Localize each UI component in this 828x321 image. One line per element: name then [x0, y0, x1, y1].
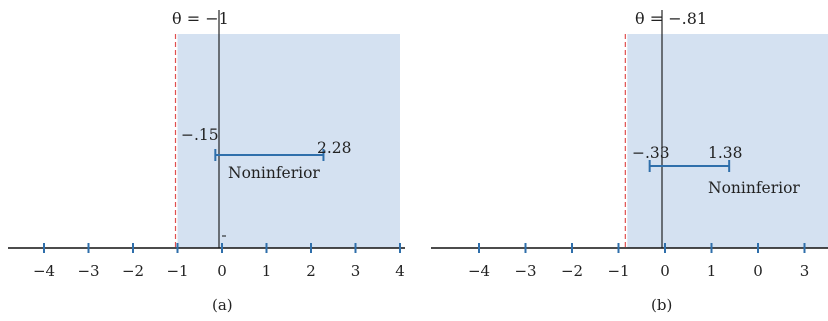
panel-caption: (a): [212, 296, 233, 314]
tick-label: −3: [514, 262, 536, 280]
tick-label: 2: [306, 262, 316, 280]
tick-label: −2: [561, 262, 583, 280]
noninferiority-region: [177, 34, 400, 248]
tick-label: −1: [607, 262, 629, 280]
theta-label: θ = −1: [172, 9, 229, 28]
panel-a: −4 −3 −2 −1 0 1 2 3 4 θ = −1 −.15 2.28 Noninferi…: [8, 9, 405, 314]
noninferiority-region: [627, 34, 828, 248]
tick-label: −3: [77, 262, 99, 280]
tick-label: −1: [166, 262, 188, 280]
tick-label: −4: [468, 262, 490, 280]
tick-labels: −4−3−2−101034: [468, 262, 810, 280]
tick-label: 0: [217, 262, 227, 280]
conclusion-label: Noninferior: [708, 179, 800, 197]
tick-label: 0: [753, 262, 763, 280]
lower-bound-label: −.15: [181, 126, 219, 144]
upper-bound-label: 1.38: [708, 144, 743, 162]
tick-label: −4: [33, 262, 55, 280]
tick-label: 1: [707, 262, 717, 280]
tick-marks: [478, 243, 806, 253]
upper-bound-label: 2.28: [317, 139, 352, 157]
tick-label: 3: [800, 262, 810, 280]
tick-label: 1: [262, 262, 272, 280]
theta-label: θ = −.81: [635, 9, 707, 28]
panel-caption: (b): [651, 296, 672, 314]
tick-marks: [43, 243, 401, 253]
tick-label: −2: [122, 262, 144, 280]
lower-bound-label: −.33: [632, 144, 670, 162]
tick-label: 3: [351, 262, 361, 280]
tick-label: 0: [660, 262, 670, 280]
tick-labels: −4 −3 −2 −1 0 1 2 3 4: [33, 262, 405, 280]
tick-label: 4: [395, 262, 405, 280]
panel-b: −4−3−2−101034 θ = −.81 −.33 1.38 Noninfe…: [431, 9, 828, 314]
conclusion-label: Noninferior: [228, 164, 320, 182]
